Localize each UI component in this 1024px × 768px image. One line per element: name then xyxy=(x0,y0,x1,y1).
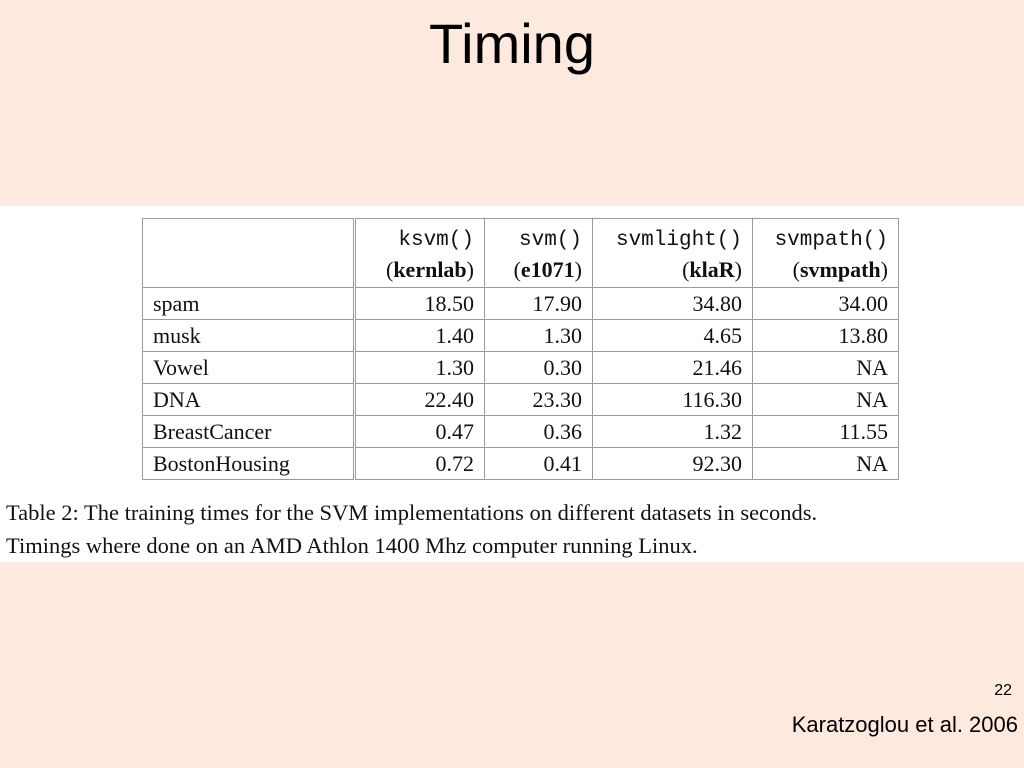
column-header-function: svmlight() xyxy=(592,218,753,254)
timing-value: 1.40 xyxy=(354,319,485,352)
column-header-function: svm() xyxy=(484,218,593,254)
timing-value: 21.46 xyxy=(592,351,753,384)
timing-value: 1.30 xyxy=(484,319,593,352)
header-row-packages: (kernlab) (e1071) (klaR) (svmpath) xyxy=(143,254,899,288)
timing-value: 11.55 xyxy=(752,415,899,448)
dataset-name: BreastCancer xyxy=(142,415,356,448)
timing-value: 22.40 xyxy=(354,383,485,416)
table-row: BostonHousing 0.72 0.41 92.30 NA xyxy=(142,447,899,480)
table-row: BreastCancer 0.47 0.36 1.32 11.55 xyxy=(142,415,899,448)
column-header-package: (klaR) xyxy=(592,254,753,288)
table-row: spam 18.50 17.90 34.80 34.00 xyxy=(142,287,899,320)
column-header-function: svmpath() xyxy=(752,218,899,254)
caption-line: Table 2: The training times for the SVM … xyxy=(6,500,818,525)
timing-value: 34.00 xyxy=(752,287,899,320)
dataset-name: Vowel xyxy=(142,351,356,384)
caption-line: Timings where done on an AMD Athlon 1400… xyxy=(6,533,698,558)
dataset-name: DNA xyxy=(142,383,356,416)
timing-value: 0.72 xyxy=(354,447,485,480)
timing-value: NA xyxy=(752,383,899,416)
timing-value: 0.30 xyxy=(484,351,593,384)
table-row: Vowel 1.30 0.30 21.46 NA xyxy=(142,351,899,384)
timing-value: 13.80 xyxy=(752,319,899,352)
table-caption: Table 2: The training times for the SVM … xyxy=(6,496,1022,562)
column-header-package: (svmpath) xyxy=(752,254,899,288)
dataset-name: BostonHousing xyxy=(142,447,356,480)
dataset-name: spam xyxy=(142,287,356,320)
timing-value: NA xyxy=(752,447,899,480)
timing-value: 0.36 xyxy=(484,415,593,448)
table-row: DNA 22.40 23.30 116.30 NA xyxy=(142,383,899,416)
table-figure: ksvm() svm() svmlight() svmpath() (kernl… xyxy=(0,206,1024,562)
slide-title: Timing xyxy=(429,12,595,75)
column-header-package: (kernlab) xyxy=(354,254,485,288)
timing-value: 1.30 xyxy=(354,351,485,384)
timing-value: 1.32 xyxy=(592,415,753,448)
timing-table: ksvm() svm() svmlight() svmpath() (kernl… xyxy=(142,218,899,480)
table-corner-cell xyxy=(142,218,356,288)
header-row-functions: ksvm() svm() svmlight() svmpath() xyxy=(142,218,899,288)
dataset-name: musk xyxy=(142,319,356,352)
timing-value: 18.50 xyxy=(354,287,485,320)
timing-value: 0.41 xyxy=(484,447,593,480)
timing-value: 4.65 xyxy=(592,319,753,352)
column-header-function: ksvm() xyxy=(354,218,485,254)
timing-value: 23.30 xyxy=(484,383,593,416)
citation: Karatzoglou et al. 2006 xyxy=(791,712,1018,737)
timing-value: 116.30 xyxy=(592,383,753,416)
table-row: musk 1.40 1.30 4.65 13.80 xyxy=(142,319,899,352)
timing-value: 17.90 xyxy=(484,287,593,320)
column-header-package: (e1071) xyxy=(484,254,593,288)
timing-value: 0.47 xyxy=(354,415,485,448)
timing-value: 34.80 xyxy=(592,287,753,320)
slide-number: 22 xyxy=(994,682,1012,699)
timing-value: NA xyxy=(752,351,899,384)
timing-value: 92.30 xyxy=(592,447,753,480)
